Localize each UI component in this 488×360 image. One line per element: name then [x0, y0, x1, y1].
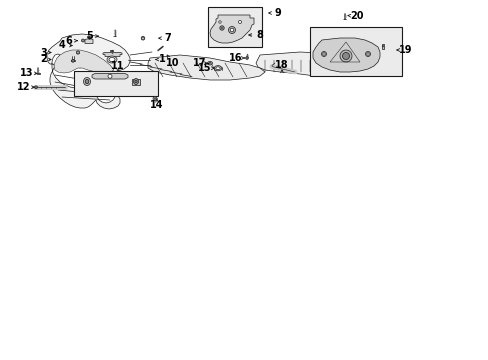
- Circle shape: [322, 53, 325, 55]
- Polygon shape: [47, 34, 130, 109]
- Polygon shape: [85, 39, 93, 44]
- Circle shape: [221, 27, 223, 29]
- Text: 13: 13: [20, 68, 34, 78]
- Circle shape: [72, 60, 74, 62]
- Circle shape: [342, 53, 349, 59]
- Text: 7: 7: [164, 33, 171, 43]
- Bar: [74, 71, 158, 96]
- Ellipse shape: [85, 79, 89, 84]
- Text: 15: 15: [198, 63, 211, 73]
- Circle shape: [77, 51, 79, 54]
- Text: 16: 16: [229, 53, 242, 63]
- Text: 11: 11: [111, 61, 124, 71]
- Circle shape: [228, 27, 235, 33]
- Circle shape: [230, 28, 233, 32]
- Circle shape: [142, 37, 144, 39]
- Polygon shape: [54, 50, 114, 73]
- Circle shape: [35, 86, 37, 88]
- Ellipse shape: [109, 58, 115, 62]
- Text: 20: 20: [349, 11, 363, 21]
- Bar: [309, 27, 401, 76]
- Bar: [207, 7, 262, 47]
- Bar: [132, 78, 140, 85]
- Ellipse shape: [207, 62, 212, 65]
- Polygon shape: [81, 39, 84, 42]
- Bar: [71, 59, 75, 61]
- Ellipse shape: [135, 80, 137, 83]
- Circle shape: [339, 50, 351, 62]
- Bar: [87, 36, 90, 37]
- Ellipse shape: [107, 56, 117, 63]
- Ellipse shape: [83, 77, 90, 85]
- Circle shape: [219, 26, 224, 30]
- Text: 18: 18: [275, 60, 288, 71]
- Circle shape: [245, 57, 247, 59]
- Circle shape: [218, 21, 221, 23]
- Circle shape: [238, 21, 241, 23]
- Circle shape: [154, 98, 156, 99]
- Ellipse shape: [208, 62, 211, 64]
- Polygon shape: [76, 51, 80, 54]
- Text: 3: 3: [41, 48, 47, 58]
- Polygon shape: [312, 38, 379, 72]
- Text: 1: 1: [158, 54, 165, 64]
- Polygon shape: [148, 55, 264, 80]
- Bar: [343, 18, 346, 19]
- Text: 19: 19: [398, 45, 412, 55]
- Text: 12: 12: [17, 82, 31, 92]
- Ellipse shape: [215, 67, 220, 69]
- Text: 14: 14: [150, 99, 163, 109]
- Circle shape: [153, 96, 157, 100]
- Text: 8: 8: [256, 30, 263, 40]
- Text: 10: 10: [166, 58, 180, 68]
- Ellipse shape: [133, 78, 138, 85]
- Polygon shape: [245, 57, 248, 59]
- Text: 9: 9: [274, 8, 281, 18]
- Circle shape: [382, 45, 383, 47]
- Circle shape: [108, 74, 112, 78]
- Circle shape: [321, 51, 326, 57]
- Polygon shape: [256, 52, 347, 76]
- Text: 17: 17: [193, 58, 206, 68]
- Polygon shape: [71, 59, 74, 62]
- Text: 4: 4: [59, 40, 65, 50]
- Text: 5: 5: [86, 31, 93, 41]
- Circle shape: [366, 53, 368, 55]
- Text: 2: 2: [41, 54, 47, 64]
- Polygon shape: [35, 86, 37, 89]
- Text: 6: 6: [65, 36, 72, 46]
- Polygon shape: [103, 53, 122, 57]
- Ellipse shape: [214, 66, 222, 71]
- Polygon shape: [141, 36, 144, 40]
- Bar: [227, 14, 230, 15]
- Bar: [381, 44, 383, 49]
- Bar: [110, 50, 113, 51]
- Polygon shape: [209, 15, 253, 43]
- Circle shape: [365, 51, 370, 57]
- Polygon shape: [339, 58, 394, 67]
- Circle shape: [82, 40, 84, 41]
- Polygon shape: [92, 73, 128, 79]
